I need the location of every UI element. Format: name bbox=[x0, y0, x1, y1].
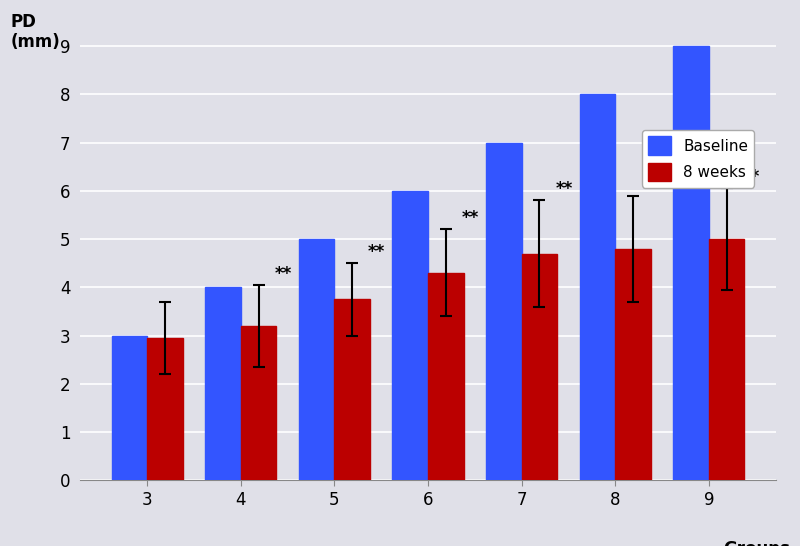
Bar bbox=[241, 326, 276, 480]
Text: **: ** bbox=[555, 180, 573, 198]
Bar bbox=[486, 143, 522, 480]
Text: **: ** bbox=[274, 265, 292, 282]
Bar bbox=[393, 191, 428, 480]
Text: **: ** bbox=[742, 168, 760, 186]
Bar bbox=[299, 239, 334, 480]
Bar bbox=[615, 249, 650, 480]
Text: **: ** bbox=[368, 243, 386, 261]
Bar bbox=[709, 239, 744, 480]
Text: PD
(mm): PD (mm) bbox=[10, 13, 60, 51]
Bar bbox=[206, 287, 241, 480]
Bar bbox=[428, 273, 463, 480]
Bar bbox=[674, 46, 709, 480]
Text: **: ** bbox=[462, 209, 479, 227]
Bar bbox=[147, 338, 182, 480]
Bar bbox=[522, 253, 557, 480]
Bar bbox=[112, 336, 147, 480]
Legend: Baseline, 8 weeks: Baseline, 8 weeks bbox=[642, 130, 754, 187]
Bar bbox=[334, 299, 370, 480]
Text: **: ** bbox=[649, 175, 666, 193]
Bar bbox=[580, 94, 615, 480]
Text: Groups
with IPD: Groups with IPD bbox=[711, 540, 790, 546]
